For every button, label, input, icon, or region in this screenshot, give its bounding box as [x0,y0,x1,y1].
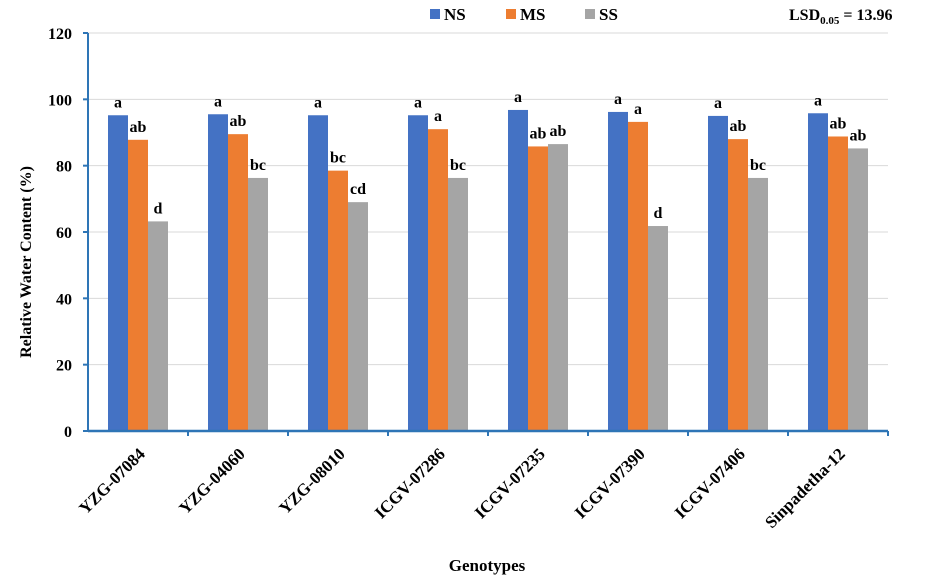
y-tick-label: 60 [56,225,72,242]
legend-label: SS [599,5,618,24]
significance-letter: bc [250,157,266,174]
significance-letter: d [654,205,663,222]
significance-letter: cd [350,181,366,198]
bar [708,115,728,432]
lsd-prefix: LSD [789,7,820,24]
bar [408,115,428,432]
lsd-value: = 13.96 [839,7,892,24]
bar [148,221,168,431]
y-tick-labels: 0 20 40 60 80 100 120 [48,26,72,441]
bar [208,114,228,431]
bar [608,111,628,431]
significance-letter: a [514,89,522,106]
significance-letter: a [434,108,442,125]
bar [848,148,868,432]
x-tick-label: ICGV-07390 [571,444,649,522]
bar [648,226,668,431]
significance-letter: a [414,94,422,111]
axes [83,32,889,436]
significance-letter: ab [830,115,847,132]
bar [448,177,468,431]
y-tick-label: 0 [64,424,72,441]
bar [308,115,328,432]
y-tick-label: 80 [56,159,72,176]
significance-letter: bc [750,157,766,174]
bars-group [108,109,868,432]
significance-letter: ab [530,125,547,142]
bar [748,177,768,431]
y-tick-label: 40 [56,291,72,308]
bar [228,134,248,432]
bar [348,202,368,431]
bar [728,139,748,431]
x-tick-label: YZG-08010 [275,444,349,518]
legend-swatch [585,9,595,19]
bar [108,115,128,432]
lsd-annotation: LSD0.05 = 13.96 [789,7,893,27]
significance-letter: a [614,91,622,108]
significance-letter: a [114,94,122,111]
legend-label: MS [520,5,546,24]
y-tick-label: 120 [48,26,72,43]
x-axis-label: Genotypes [449,556,526,575]
significance-letter: ab [230,113,247,130]
bar [508,109,528,432]
lsd-subscript: 0.05 [820,15,840,27]
bar [328,170,348,431]
bar [128,139,148,431]
bar [808,113,828,431]
x-tick-label: ICGV-07235 [471,444,549,522]
significance-letter: bc [330,150,346,167]
significance-letter: bc [450,157,466,174]
x-tick-labels: YZG-07084 YZG-04060 YZG-08010 ICGV-07286 ICG… [75,444,849,532]
significance-letter: d [154,200,163,217]
significance-letter: ab [730,118,747,135]
significance-letter: ab [550,123,567,140]
bar [428,129,448,431]
x-tick-label: Sinpadetha-12 [761,444,849,532]
legend: NS MS SS [430,5,618,24]
x-tick-label: YZG-07084 [75,444,149,518]
y-tick-label: 100 [48,92,72,109]
significance-letter: a [214,93,222,110]
significance-letter: a [634,101,642,118]
significance-letter: a [314,94,322,111]
legend-label: NS [444,5,466,24]
significance-letter: ab [130,119,147,136]
y-axis-label: Relative Water Content (%) [18,166,35,358]
significance-letter: a [714,95,722,112]
legend-swatch [506,9,516,19]
significance-letter: a [814,92,822,109]
significance-letter: ab [850,127,867,144]
bar [248,177,268,431]
x-tick-label: ICGV-07406 [671,444,749,522]
bar [528,146,548,431]
bar [548,144,568,431]
bar [628,121,648,432]
x-tick-label: ICGV-07286 [371,444,449,522]
bar [828,136,848,432]
legend-swatch [430,9,440,19]
y-tick-label: 20 [56,358,72,375]
x-tick-label: YZG-04060 [175,444,249,518]
